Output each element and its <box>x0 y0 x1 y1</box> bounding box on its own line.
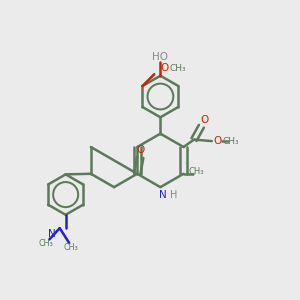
Text: CH₃: CH₃ <box>188 167 204 176</box>
Text: CH₃: CH₃ <box>64 243 78 252</box>
Text: N: N <box>160 190 167 200</box>
Text: H: H <box>170 190 178 200</box>
Text: N: N <box>48 229 56 239</box>
Text: HO: HO <box>152 52 168 62</box>
Text: O: O <box>136 145 144 155</box>
Text: O: O <box>160 63 169 73</box>
Text: O: O <box>200 115 208 125</box>
Text: CH₃: CH₃ <box>38 239 53 248</box>
Text: CH₃: CH₃ <box>170 64 186 73</box>
Text: CH₃: CH₃ <box>222 136 239 146</box>
Text: O: O <box>213 136 221 146</box>
